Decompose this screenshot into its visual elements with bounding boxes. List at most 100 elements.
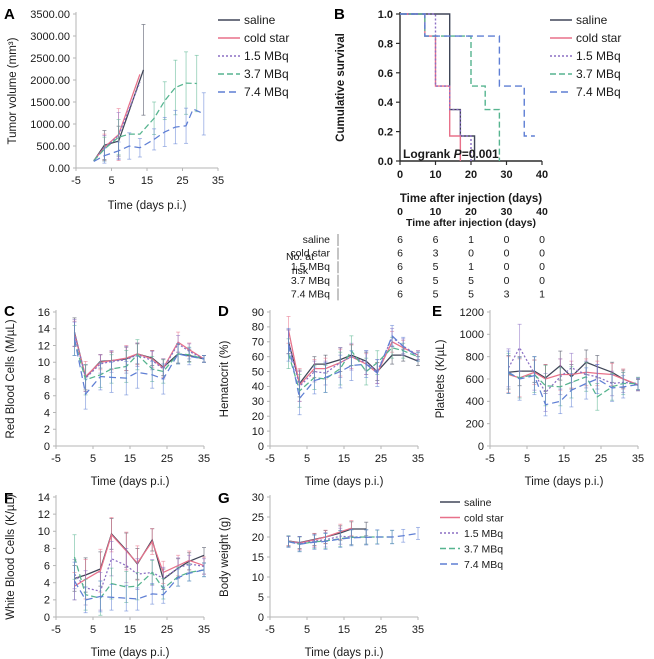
y-tick-label: 15 [252,552,264,564]
y-axis-title: Cumulative survival [335,33,347,142]
panel-E-platelets: 0 200 400 600 800 1000 1200 -5 5 15 25 35 Time (days… [428,298,654,488]
legend-label: cold star [576,31,621,45]
series-3-7-mbq [93,51,199,162]
series-cold-star [286,316,420,402]
risk-cell: 6 [397,275,403,287]
y-axis-title: Body weight (g) [219,517,231,597]
panel-A-tumor-volume: 0.00 500.00 1000.00 1500.00 2000.00 2500.00 30… [0,0,330,212]
y-tick-label: 3000.00 [30,31,70,43]
figure-legend-A: saline cold star 1.5 MBq 3.7 MBq 7.4 MBq [218,13,289,99]
x-tick-label: -5 [51,624,61,636]
y-tick-label: 6 [44,391,50,403]
risk-cell: 5 [468,275,474,287]
risk-title-line1: No. at [286,251,314,263]
series-cold-star [93,74,141,162]
legend-label: saline [464,497,492,509]
series-line [73,569,205,601]
x-tick-label: -5 [485,453,495,465]
series-saline [93,24,146,162]
y-tick-label: 0 [44,441,50,453]
x-tick-label: 40 [536,169,548,181]
panel-C-red-blood-cells: 0 2 4 6 8 10 12 14 16 -5 5 15 25 35 Time (days p.i.) Re… [0,298,218,488]
y-tick-label: 3500.00 [30,9,70,21]
y-tick-label: 40 [252,381,264,393]
legend-bottom-group: saline cold star 1.5 MBq 3.7 MBq 7.4 MBq [440,497,504,571]
x-tick-label: 15 [124,624,136,636]
x-tick-label: 25 [161,453,173,465]
series-line [93,108,205,162]
y-tick-label: 4 [44,578,50,590]
series-1-5-mbq [286,327,420,402]
x-tick-label: 10 [429,169,441,181]
y-tick-label: 1000.00 [30,119,70,131]
series-7-4-mbq [72,561,206,614]
y-tick-label: 70 [252,337,264,349]
series-3-7-mbq [506,352,640,411]
y-tick-label: 10 [38,526,50,538]
series-line [287,347,419,393]
series-cold-star [286,520,354,550]
risk-cell: 0 [504,248,510,260]
y-tick-label: 2 [44,595,50,607]
y-tick-label: 60 [252,351,264,363]
panel-label-F: F [4,490,14,507]
y-axis-title: Tumor volume (mm³) [7,37,19,144]
y-tick-label: 800 [466,351,484,363]
x-axis-title: Time (days p.i.) [525,476,604,488]
y-tick-label: 2 [44,424,50,436]
risk-cell: 1 [468,261,474,273]
plot-area-C: 0 2 4 6 8 10 12 14 16 -5 5 15 25 35 Time (days p.i.) Re… [5,307,210,488]
x-tick-label: 25 [176,175,188,187]
x-tick-label: 15 [338,453,350,465]
legend-label: 7.4 MBq [576,85,621,99]
y-tick-label: 600 [466,374,484,386]
y-tick-label: 0.0 [378,156,393,168]
risk-cell: 5 [433,275,439,287]
legend-label: saline [576,13,608,27]
risk-cell: 0 [504,234,510,246]
risk-row-label: 7.4 MBq [291,288,330,300]
series-line [508,372,638,398]
series-7-4-mbq [72,321,206,410]
panel-label-C: C [4,303,15,320]
y-axis-title: White Blood Cells (K/µL) [5,494,17,620]
x-tick-label: 15 [124,453,136,465]
x-axis-title: Time (days p.i.) [91,647,170,659]
series-line [288,536,393,545]
series-3-7-mbq [72,324,206,396]
series-saline [506,349,640,392]
y-tick-label: 90 [252,307,264,319]
figure-legend-bottom: saline cold star 1.5 MBq 3.7 MBq 7.4 MBq [432,490,654,595]
y-tick-label: 0.6 [378,68,393,80]
y-tick-label: 50 [252,366,264,378]
x-tick-label: 35 [212,175,224,187]
x-axis-title: Time (days p.i.) [305,476,384,488]
panel-F-chart: 0 2 4 6 8 10 12 14 -5 5 15 25 35 Time (days p.i.) Whit… [5,492,210,659]
y-tick-label: 12 [38,340,50,352]
x-tick-label: 5 [304,453,310,465]
y-tick-label: 2000.00 [30,75,70,87]
series-saline [72,518,206,593]
y-tick-label: 400 [466,396,484,408]
y-tick-label: 20 [252,411,264,423]
x-tick-label: 35 [632,453,644,465]
risk-cell: 0 [504,261,510,273]
x-tick-label: 5 [90,624,96,636]
y-tick-label: 0.8 [378,38,393,50]
series-line [73,338,205,396]
x-tick-label: 15 [141,175,153,187]
risk-time-point: 30 [501,206,513,218]
series-line [93,81,141,161]
x-tick-label: 15 [558,453,570,465]
risk-cell: 1 [539,288,545,300]
y-axis-title: Red Blood Cells (M/µL) [5,319,17,438]
y-tick-label: 1200 [460,307,484,319]
series-line [287,329,419,387]
series-line [93,82,197,162]
panel-C-chart: 0 2 4 6 8 10 12 14 16 -5 5 15 25 35 Time (days p.i.) Re… [5,307,210,488]
risk-row-label: 3.7 MBq [291,275,330,287]
risk-cell: 6 [397,234,403,246]
panel-label-A: A [4,6,15,23]
y-tick-label: 16 [38,307,50,319]
